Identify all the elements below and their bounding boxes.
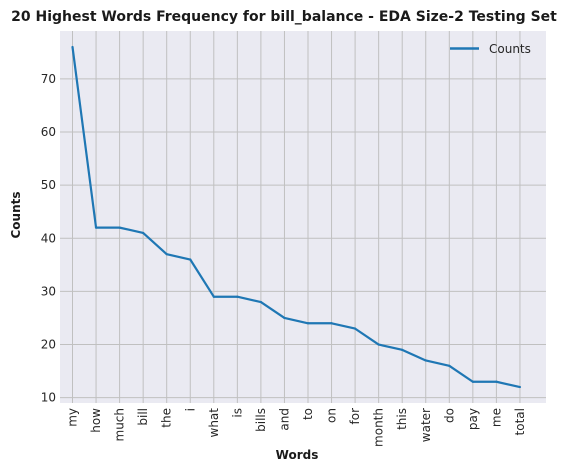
data-point xyxy=(448,364,451,367)
x-tick-label: this xyxy=(395,408,409,430)
y-tick-label: 70 xyxy=(41,72,56,86)
y-tick-label: 50 xyxy=(41,178,56,192)
data-point xyxy=(330,322,333,325)
data-point xyxy=(165,253,168,256)
x-axis-label: Words xyxy=(276,448,319,462)
data-point xyxy=(306,322,310,325)
y-axis-label: Counts xyxy=(9,191,23,238)
x-tick-label: for xyxy=(348,408,362,425)
x-ticks: my how much bill the i what is bills and to on for mo… xyxy=(66,408,527,447)
data-point xyxy=(259,300,262,304)
x-tick-label: total xyxy=(513,408,527,435)
y-tick-label: 10 xyxy=(41,391,56,405)
data-point xyxy=(94,226,98,229)
x-tick-label: bills xyxy=(254,408,268,432)
x-tick-label: do xyxy=(442,408,456,423)
x-tick-label: on xyxy=(325,408,339,423)
data-point xyxy=(354,327,357,330)
x-tick-label: pay xyxy=(466,408,480,430)
y-tick-label: 40 xyxy=(41,231,56,245)
x-tick-label: what xyxy=(207,408,221,438)
data-point xyxy=(471,380,474,383)
data-point xyxy=(71,45,74,49)
data-point xyxy=(118,226,121,229)
x-tick-label: and xyxy=(277,408,291,431)
data-point xyxy=(518,385,522,389)
data-point xyxy=(424,359,427,362)
series-line-counts xyxy=(71,46,521,389)
legend: Counts xyxy=(450,42,531,56)
y-tick-label: 30 xyxy=(41,284,56,298)
x-tick-label: me xyxy=(489,408,503,427)
data-point xyxy=(212,295,215,298)
x-tick-label: how xyxy=(89,408,103,433)
data-point xyxy=(283,316,286,320)
grid-lines xyxy=(60,31,546,403)
data-point xyxy=(189,258,192,261)
data-point xyxy=(495,380,498,383)
x-tick-label: i xyxy=(183,408,197,411)
chart-title: 20 Highest Words Frequency for bill_bala… xyxy=(11,9,557,25)
legend-label-counts: Counts xyxy=(489,42,531,56)
x-tick-label: is xyxy=(230,408,244,418)
y-tick-label: 60 xyxy=(41,125,56,139)
x-tick-label: to xyxy=(301,408,315,420)
x-tick-label: month xyxy=(372,408,386,447)
x-tick-label: bill xyxy=(136,408,150,426)
x-tick-label: the xyxy=(160,408,174,428)
plot-area xyxy=(60,31,546,403)
data-point xyxy=(142,231,145,235)
x-tick-label: water xyxy=(419,408,433,442)
x-tick-label: much xyxy=(113,408,127,442)
y-ticks: 10 20 30 40 50 60 70 xyxy=(41,72,56,405)
data-point xyxy=(401,348,404,351)
data-points xyxy=(71,45,522,389)
data-point xyxy=(377,343,380,346)
x-tick-label: my xyxy=(66,408,80,427)
y-tick-label: 20 xyxy=(41,338,56,352)
data-point xyxy=(236,295,239,298)
